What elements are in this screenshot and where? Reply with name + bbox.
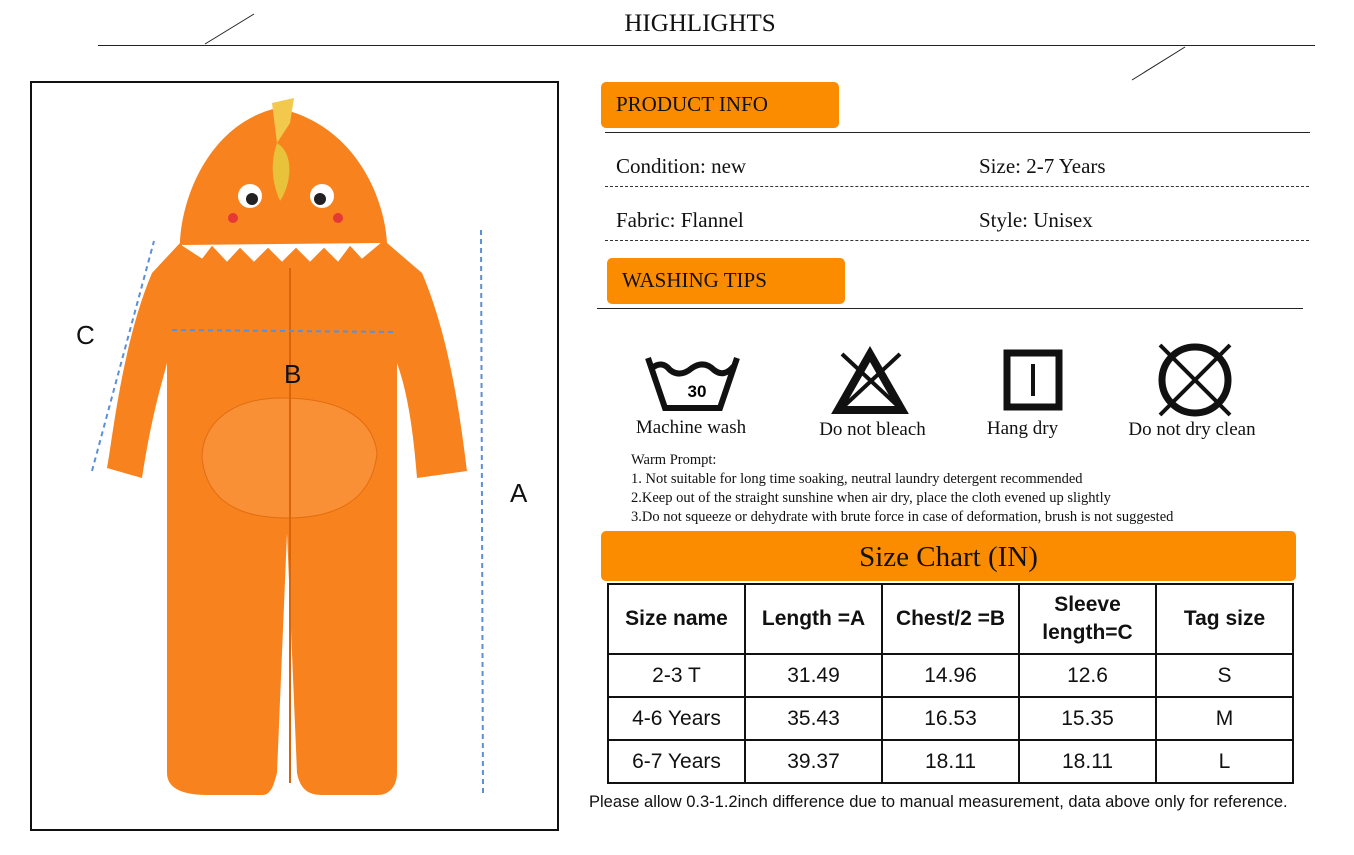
size-table: Size name Length =A Chest/2 =B Sleeve le…	[607, 583, 1294, 784]
divider	[597, 308, 1303, 309]
cell: 35.43	[744, 696, 883, 741]
header-sleeve: Sleeve length=C	[1018, 583, 1157, 655]
header-tag-size: Tag size	[1155, 583, 1294, 655]
prompt-item: 1. Not suitable for long time soaking, n…	[631, 471, 1083, 487]
style: Style: Unisex	[979, 208, 1093, 232]
divider	[605, 132, 1310, 133]
condition: Condition: new	[616, 154, 747, 178]
cell: 15.35	[1018, 696, 1157, 741]
cell: 2-3 T	[607, 653, 746, 698]
label-c: C	[76, 320, 95, 350]
cell: 4-6 Years	[607, 696, 746, 741]
measurement-arrows	[91, 229, 484, 794]
table-row: 4-6 Years 35.43 16.53 15.35 M	[607, 696, 1294, 741]
cell: 14.96	[881, 653, 1020, 698]
size: Size: 2-7 Years	[979, 154, 1106, 178]
cell: 31.49	[744, 653, 883, 698]
title-divider	[98, 45, 1315, 46]
onesie-illustration	[91, 98, 484, 795]
table-header-row: Size name Length =A Chest/2 =B Sleeve le…	[607, 583, 1294, 655]
no-dry-clean-label: Do not dry clean	[1128, 419, 1256, 440]
prompt-item: 3.Do not squeeze or dehydrate with brute…	[631, 509, 1174, 525]
fabric: Fabric: Flannel	[616, 208, 744, 232]
table-row: 6-7 Years 39.37 18.11 18.11 L	[607, 739, 1294, 784]
cell: 18.11	[1018, 739, 1157, 784]
washing-tips-header: WASHING TIPS	[607, 258, 845, 304]
warm-prompt: Warm Prompt: 1. Not suitable for long ti…	[631, 451, 1173, 527]
cell: 39.37	[744, 739, 883, 784]
product-image: C B A	[30, 81, 559, 831]
label-a: A	[510, 478, 528, 508]
no-dry-clean-icon	[1158, 343, 1232, 417]
cell: 16.53	[881, 696, 1020, 741]
prompt-title: Warm Prompt:	[631, 452, 717, 468]
cell: 12.6	[1018, 653, 1157, 698]
no-bleach-label: Do not bleach	[819, 419, 926, 440]
header-size-name: Size name	[607, 583, 746, 655]
measurement-note: Please allow 0.3-1.2inch difference due …	[589, 793, 1288, 811]
cell: 18.11	[881, 739, 1020, 784]
divider	[605, 240, 1309, 241]
header-chest: Chest/2 =B	[881, 583, 1020, 655]
temperature-label: 30	[688, 382, 707, 401]
header-length: Length =A	[744, 583, 883, 655]
size-chart-title: Size Chart (IN)	[601, 531, 1296, 581]
decorative-slashes	[204, 13, 1186, 81]
divider	[605, 186, 1309, 187]
machine-wash-icon	[645, 357, 740, 411]
product-info-header: PRODUCT INFO	[601, 82, 839, 128]
label-b: B	[284, 359, 302, 389]
no-bleach-icon	[831, 345, 909, 414]
care-icons: 30	[645, 343, 1232, 417]
machine-wash-label: Machine wash	[635, 417, 747, 438]
cell: M	[1155, 696, 1294, 741]
cell: L	[1155, 739, 1294, 784]
hang-dry-label: Hang dry	[986, 418, 1059, 439]
hang-dry-icon	[1003, 349, 1063, 411]
cell: S	[1155, 653, 1294, 698]
table-row: 2-3 T 31.49 14.96 12.6 S	[607, 653, 1294, 698]
cell: 6-7 Years	[607, 739, 746, 784]
page-title: HIGHLIGHTS	[624, 10, 776, 37]
prompt-item: 2.Keep out of the straight sunshine when…	[631, 490, 1111, 506]
